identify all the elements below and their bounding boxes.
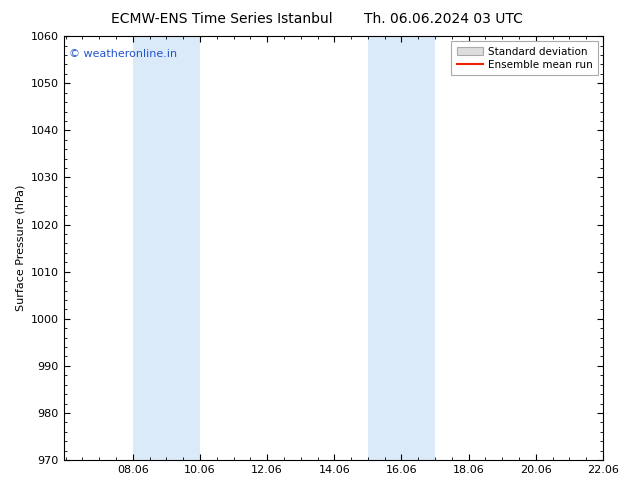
Text: ECMW-ENS Time Series Istanbul: ECMW-ENS Time Series Istanbul (111, 12, 333, 26)
Title: ECMW-ENS Time Series Istanbul      Th. 06.06.2024 03 UTC: ECMW-ENS Time Series Istanbul Th. 06.06.… (0, 489, 1, 490)
Bar (368, 36, 435, 460)
Text: Th. 06.06.2024 03 UTC: Th. 06.06.2024 03 UTC (365, 12, 523, 26)
Bar (133, 36, 200, 460)
Y-axis label: Surface Pressure (hPa): Surface Pressure (hPa) (15, 185, 25, 311)
Legend: Standard deviation, Ensemble mean run: Standard deviation, Ensemble mean run (451, 41, 598, 75)
Text: © weatheronline.in: © weatheronline.in (69, 49, 177, 59)
